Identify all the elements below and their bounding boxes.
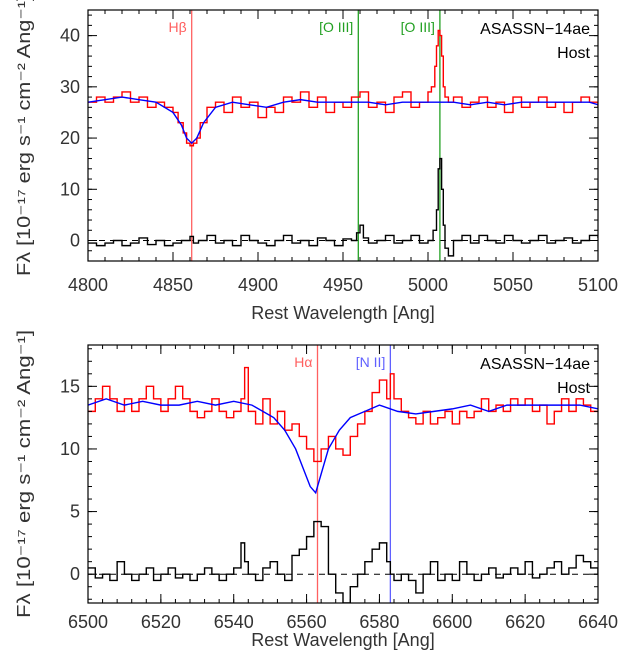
- series-model: [88, 398, 598, 495]
- x-axis-label: Rest Wavelength [Ang]: [251, 630, 434, 650]
- x-tick-label: 4850: [153, 275, 193, 295]
- x-tick-label: 6500: [68, 612, 108, 632]
- x-tick-label: 4800: [68, 275, 108, 295]
- y-tick-label: 5: [70, 502, 80, 522]
- y-axis-label: Fλ [10⁻¹⁷ erg s⁻¹ cm⁻² Ang⁻¹]: [14, 330, 34, 618]
- x-tick-label: 5000: [408, 275, 448, 295]
- emission-line-label: [N II]: [356, 354, 386, 370]
- chart-title: ASASSN−14ae: [480, 356, 590, 373]
- x-tick-label: 6560: [287, 612, 327, 632]
- x-tick-label: 4900: [238, 275, 278, 295]
- plot-frame: [87, 9, 599, 262]
- chart-subtitle: Host: [557, 380, 590, 397]
- x-tick-label: 4950: [323, 275, 363, 295]
- series-residual: [88, 157, 598, 257]
- y-axis-label: Fλ [10⁻¹⁷ erg s⁻¹ cm⁻² Ang⁻¹]: [14, 0, 34, 276]
- x-tick-label: 6520: [141, 612, 181, 632]
- x-tick-label: 6540: [214, 612, 254, 632]
- emission-line-label: Hα: [294, 354, 312, 370]
- series-observed: [88, 29, 598, 147]
- plot-frame: [87, 344, 599, 604]
- plot-area: [88, 10, 598, 261]
- y-tick-label: 40: [60, 26, 80, 46]
- y-tick-label: 30: [60, 77, 80, 97]
- x-tick-label: 5050: [493, 275, 533, 295]
- emission-line-label: Hβ: [169, 19, 187, 35]
- series-observed: [88, 366, 598, 463]
- panel-2: 6500 6520 6540 6560 6580 6600 6620 6640 0 5 10 15 Hα…: [14, 330, 618, 650]
- y-tick-label: 0: [70, 231, 80, 251]
- x-tick-label: 6580: [359, 612, 399, 632]
- panel-1: 4800 4850 4900 4950 5000 5050 5100 0 10 20 30 40 Hβ […: [14, 0, 618, 323]
- chart-subtitle: Host: [557, 45, 590, 62]
- x-tick-label: 6620: [505, 612, 545, 632]
- y-tick-label: 15: [60, 376, 80, 396]
- series-model: [88, 96, 598, 145]
- y-tick-label: 20: [60, 128, 80, 148]
- plot-area: [88, 345, 598, 603]
- x-axis-label: Rest Wavelength [Ang]: [251, 303, 434, 323]
- y-tick-label: 10: [60, 439, 80, 459]
- y-tick-label: 0: [70, 564, 80, 584]
- emission-line-label: [O III]: [401, 19, 435, 35]
- emission-line-label: [O III]: [319, 19, 353, 35]
- x-tick-label: 6640: [578, 612, 618, 632]
- chart-title: ASASSN−14ae: [480, 21, 590, 38]
- x-tick-label: 5100: [578, 275, 618, 295]
- series-residual: [88, 520, 598, 603]
- y-tick-label: 10: [60, 179, 80, 199]
- x-tick-label: 6600: [432, 612, 472, 632]
